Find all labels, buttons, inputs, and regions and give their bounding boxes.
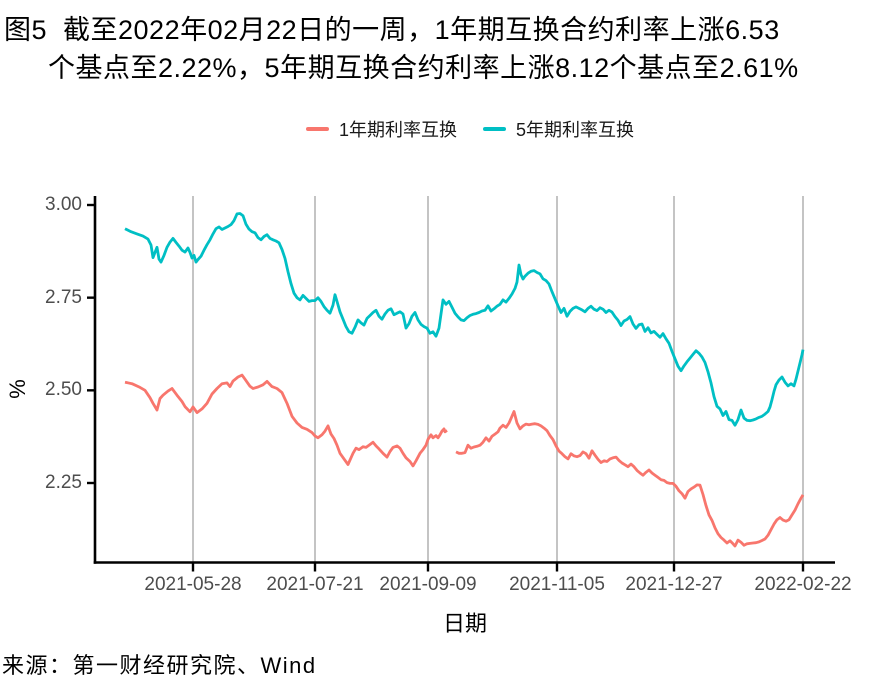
y-tick-label-3.00: 3.00 <box>45 194 82 215</box>
figure-title-line1: 图5 截至2022年02月22日的一周，1年期互换合约利率上涨6.53 <box>4 15 780 45</box>
y-tick-label-2.50: 2.50 <box>45 379 82 401</box>
series-line-1年期利率互换-seg2 <box>455 410 805 548</box>
gridlines <box>192 196 804 562</box>
x-tick-label-2022-02-22: 2022-02-22 <box>754 573 852 595</box>
x-tick-label-2021-05-28: 2021-05-28 <box>144 573 242 595</box>
figure-title-line2: 个基点至2.22%，5年期互换合约利率上涨8.12个基点至2.61% <box>48 53 799 83</box>
x-tick-label-2021-12-27: 2021-12-27 <box>625 573 723 595</box>
y-tick-label-2.25: 2.25 <box>45 472 82 493</box>
source-note: 来源：第一财经研究院、Wind <box>2 653 317 678</box>
series-lines <box>124 212 805 548</box>
legend-item-5y: 5年期利率互换 <box>483 116 634 142</box>
legend-label-1y: 1年期利率互换 <box>338 120 457 140</box>
legend-line-key-5y-icon <box>483 127 506 131</box>
x-axis-title: 日期 <box>442 611 487 636</box>
legend-line-key-1y-icon <box>305 127 329 131</box>
x-tick-label-2021-11-05: 2021-11-05 <box>509 573 605 595</box>
x-tick-label-2021-09-09: 2021-09-09 <box>379 573 477 595</box>
legend: 1年期利率互换 5年期利率互换 <box>95 116 845 142</box>
legend-item-1y: 1年期利率互换 <box>305 116 457 142</box>
series-line-1年期利率互换-seg1 <box>124 373 448 468</box>
y-tick-label-2.75: 2.75 <box>45 286 82 308</box>
series-line-5年期利率互换 <box>124 212 805 427</box>
y-axis-title: % <box>4 379 30 399</box>
legend-label-5y: 5年期利率互换 <box>516 120 635 140</box>
x-tick-label-2021-07-21: 2021-07-21 <box>266 573 364 595</box>
axes <box>87 196 835 572</box>
